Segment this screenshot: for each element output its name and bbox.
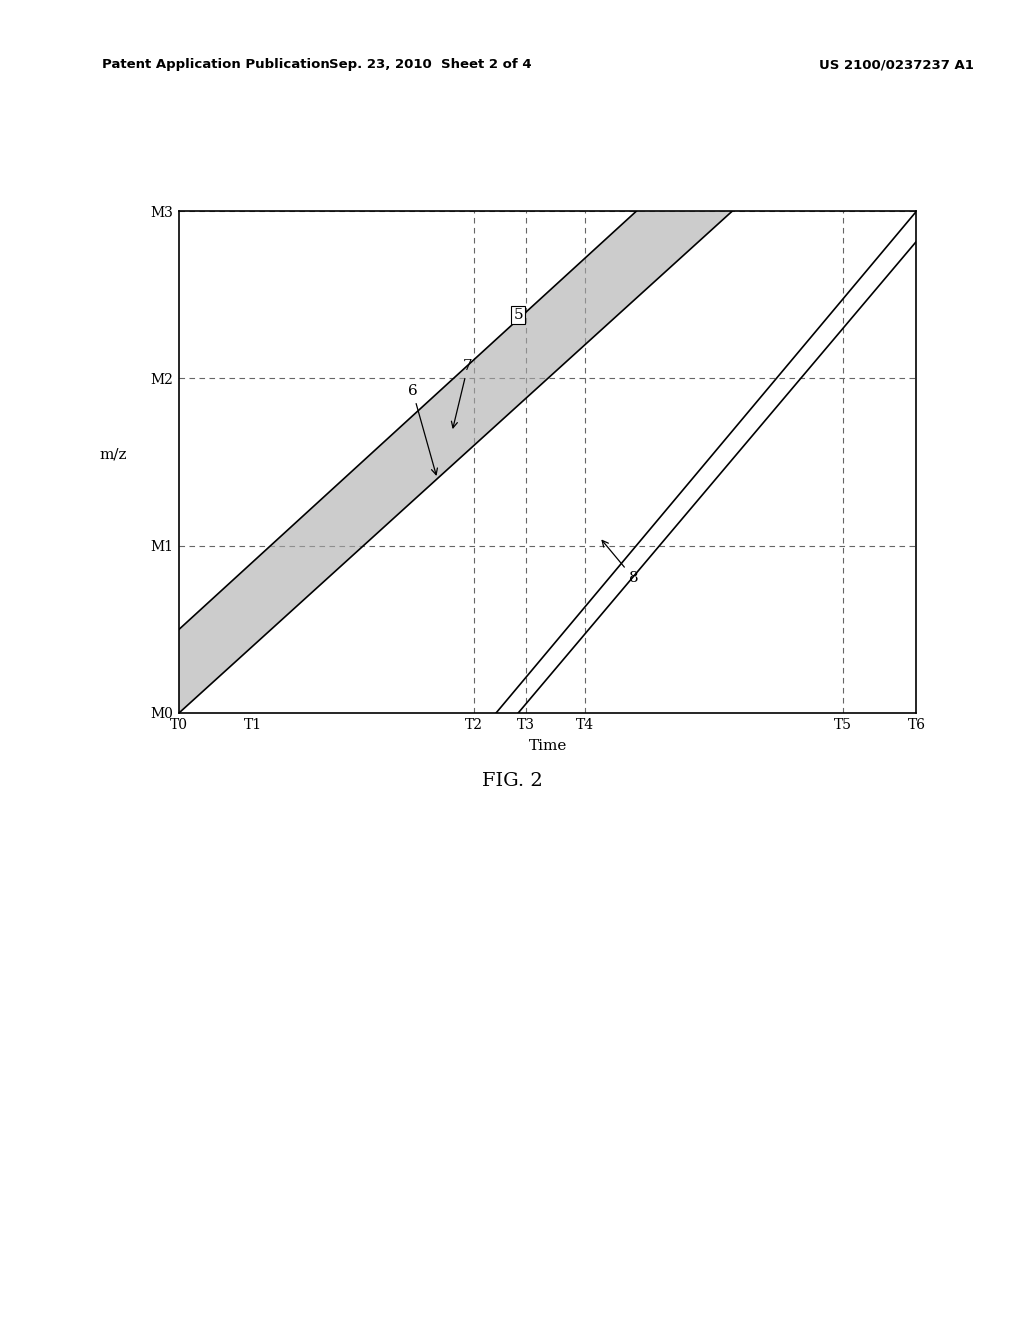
Text: 6: 6 bbox=[408, 384, 437, 475]
Y-axis label: m/z: m/z bbox=[99, 447, 127, 462]
Polygon shape bbox=[179, 211, 732, 713]
Text: 7: 7 bbox=[452, 359, 473, 428]
Text: FIG. 2: FIG. 2 bbox=[481, 772, 543, 791]
Text: Patent Application Publication: Patent Application Publication bbox=[102, 58, 330, 71]
X-axis label: Time: Time bbox=[528, 739, 567, 754]
Text: 5: 5 bbox=[514, 308, 523, 322]
Text: Sep. 23, 2010  Sheet 2 of 4: Sep. 23, 2010 Sheet 2 of 4 bbox=[329, 58, 531, 71]
Text: US 2100/0237237 A1: US 2100/0237237 A1 bbox=[819, 58, 974, 71]
Text: 8: 8 bbox=[602, 540, 639, 585]
